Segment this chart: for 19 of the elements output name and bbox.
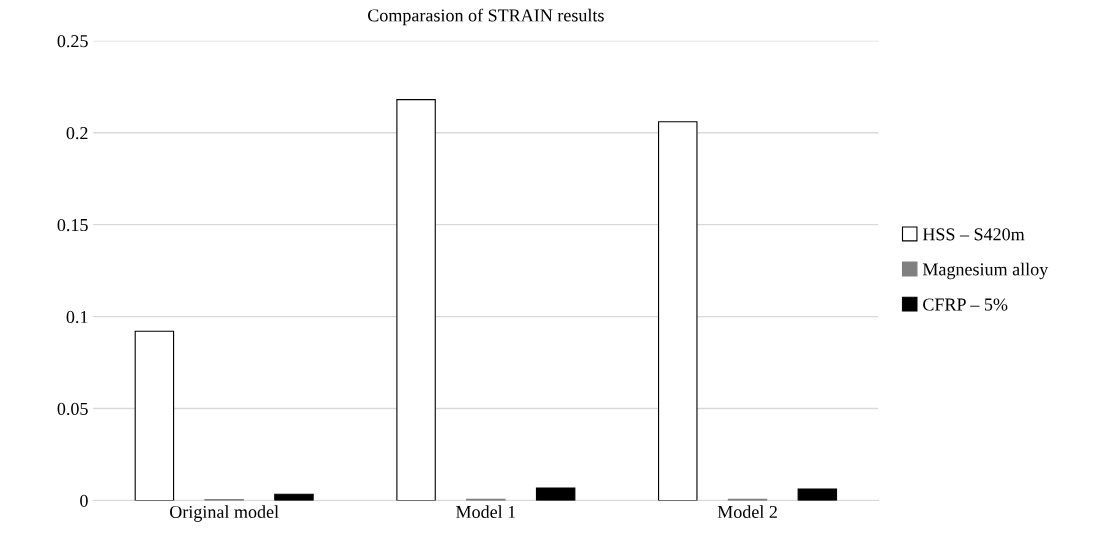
x-tick-label: Model 1 [456, 505, 516, 519]
bar [396, 99, 436, 501]
bar [797, 488, 838, 501]
y-tick-label: 0.15 [57, 218, 88, 232]
chart-title: Comparasion of STRAIN results [368, 8, 604, 26]
bar [658, 121, 698, 501]
legend-label: CFRP – 5% [923, 298, 1008, 311]
y-tick-label: 0 [80, 494, 88, 507]
bar [535, 487, 576, 501]
y-tick-label: 0.05 [57, 402, 88, 416]
y-tick-label: 0.2 [66, 126, 88, 140]
x-tick-label: Original model [170, 505, 279, 522]
y-tick-label: 0.1 [66, 310, 88, 324]
legend-label: Magnesium alloy [922, 262, 1049, 280]
y-tick-label: 0.25 [57, 35, 88, 48]
legend-label: HSS – S420m [922, 228, 1025, 241]
bar [274, 493, 314, 501]
x-tick-label: Model 2 [717, 505, 777, 519]
bar [134, 330, 175, 501]
